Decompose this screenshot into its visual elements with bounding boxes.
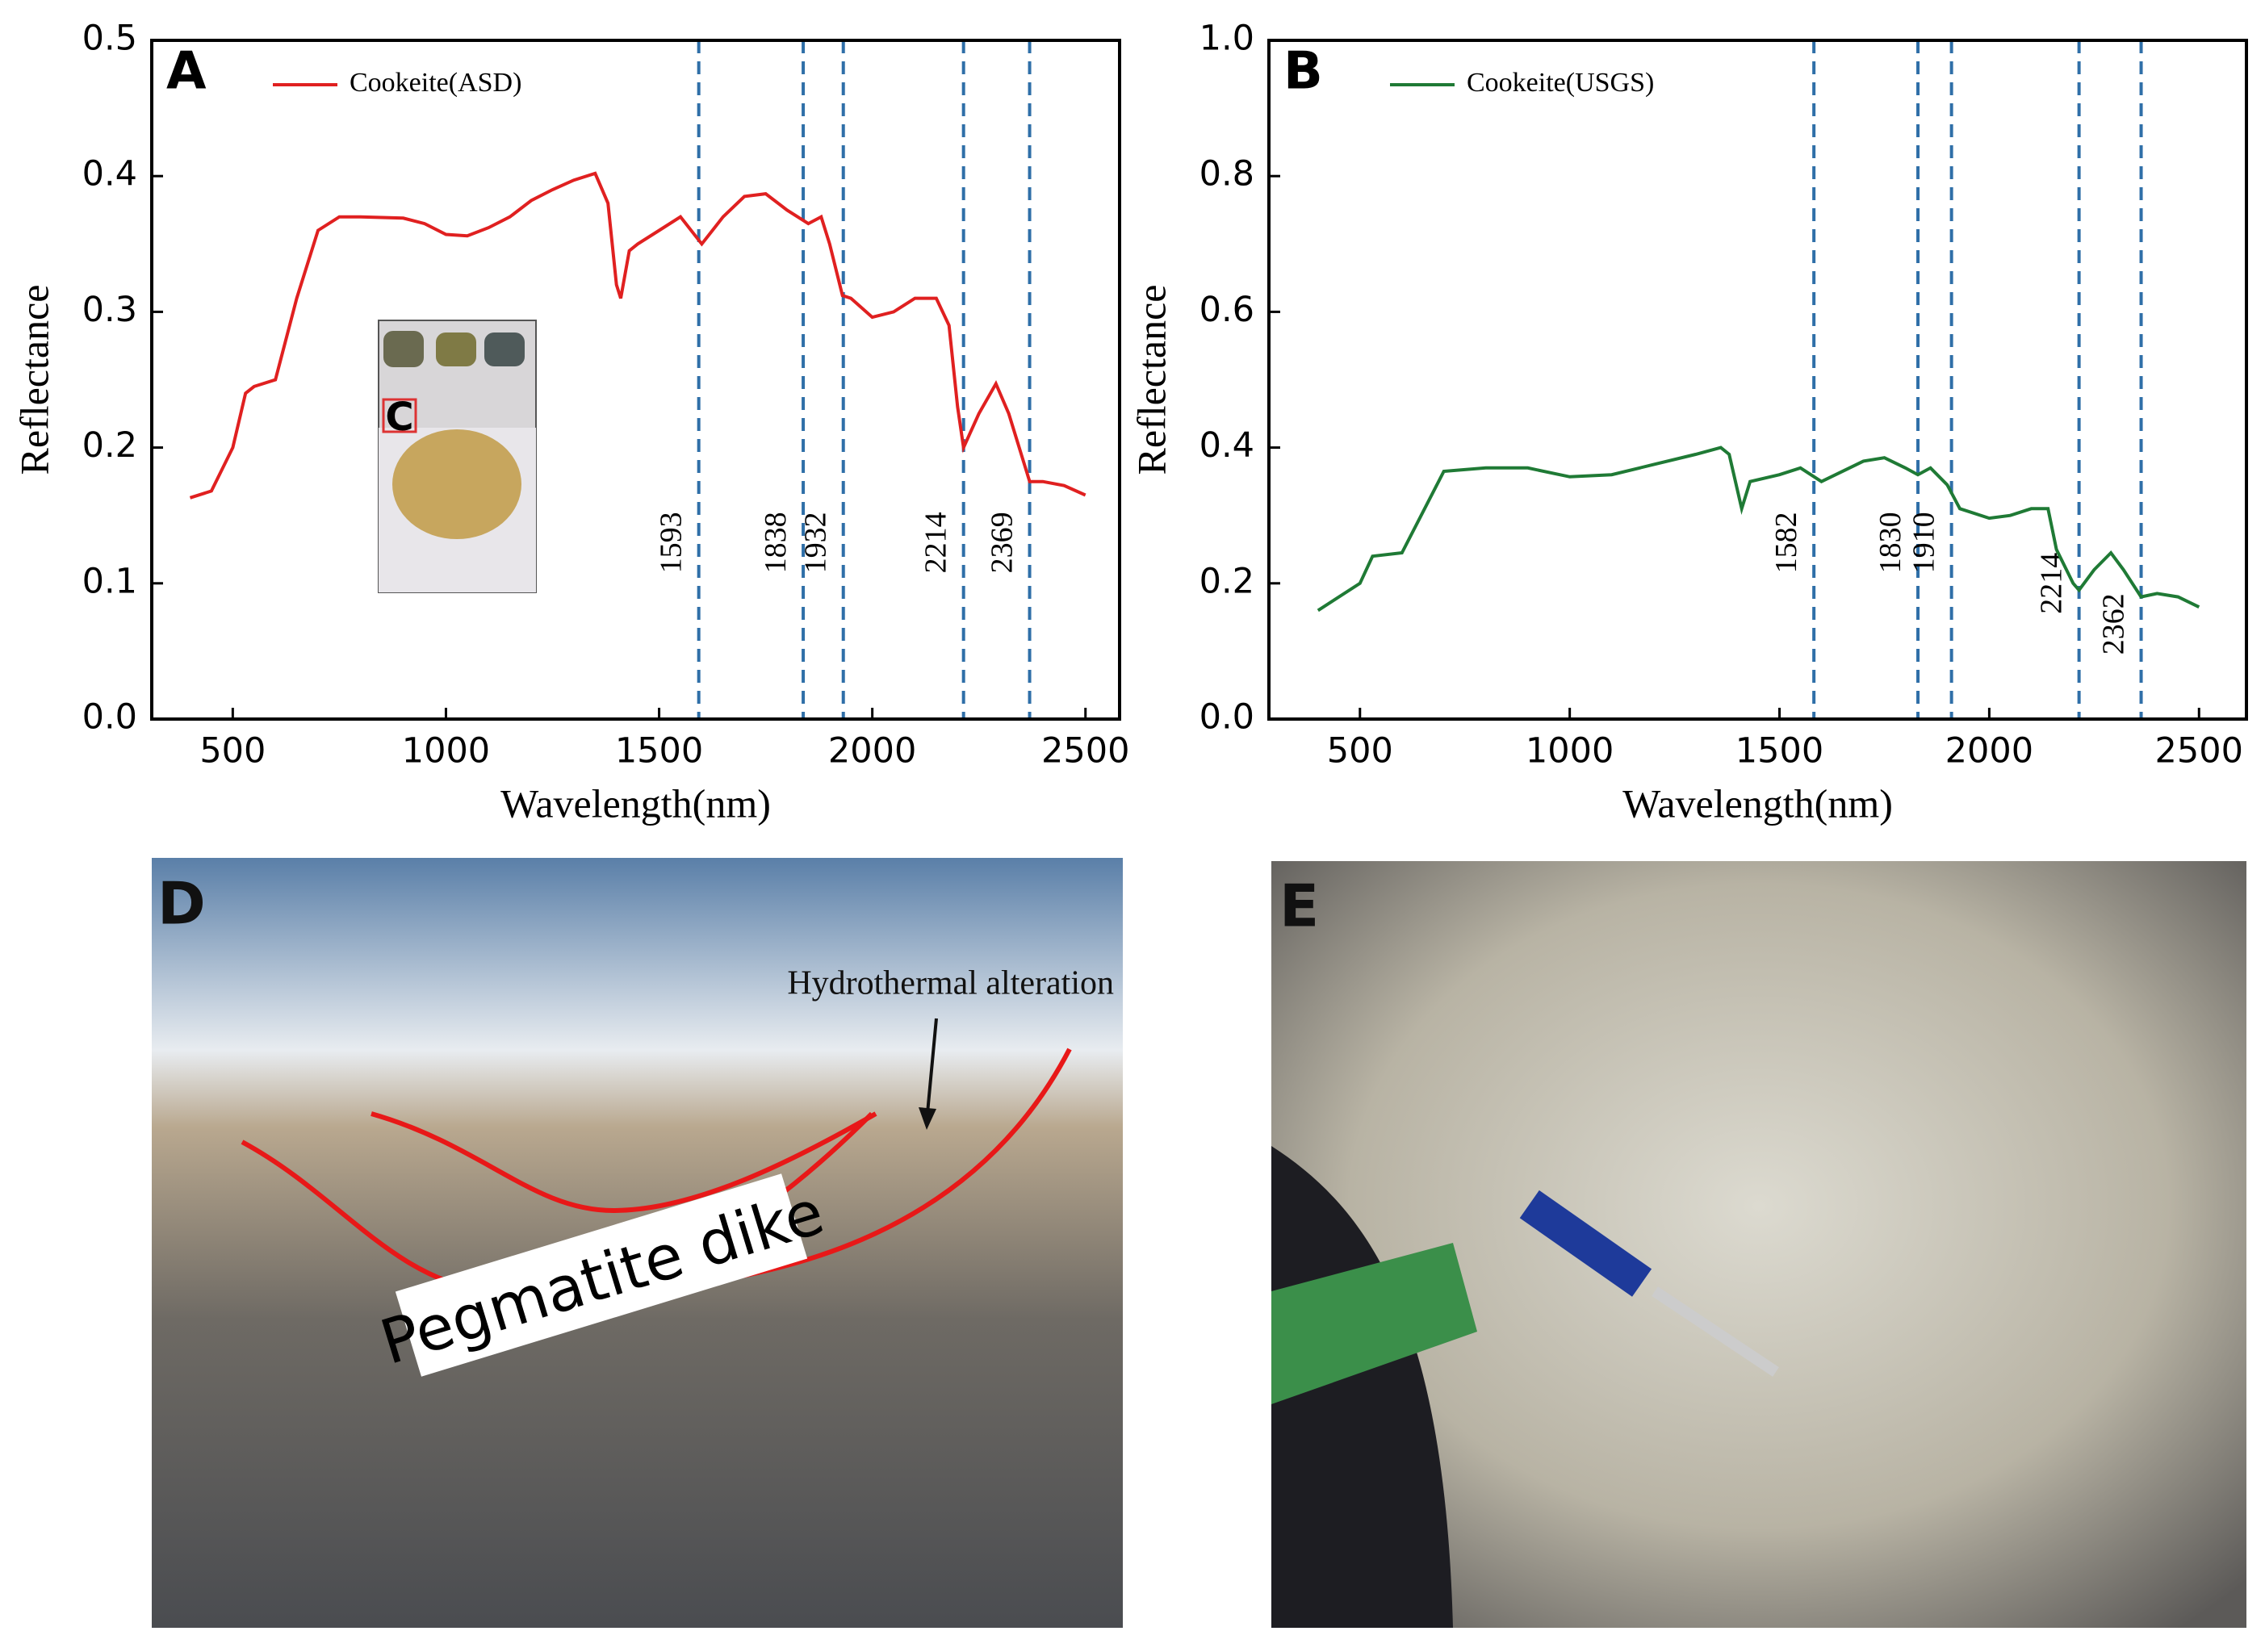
y-tick-label: 0.2 xyxy=(1199,561,1254,601)
reference-label: 1593 xyxy=(655,512,689,573)
y-tick-label: 0.4 xyxy=(82,154,137,194)
reference-label: 1830 xyxy=(1874,512,1907,573)
data-line xyxy=(189,171,1086,500)
x-tick-label: 2500 xyxy=(2155,731,2243,772)
reference-label: 2362 xyxy=(2097,593,2131,655)
y-tick-label: 0.3 xyxy=(82,290,137,330)
reference-label: 2214 xyxy=(919,512,953,573)
data-line xyxy=(1317,445,2200,613)
photo-e: E xyxy=(1271,861,2246,1628)
y-axis-label: Reflectance xyxy=(1128,285,1174,475)
panel-label: A xyxy=(166,42,207,102)
y-tick-label: 0.0 xyxy=(82,697,137,738)
y-tick-label: 0.4 xyxy=(1199,425,1254,466)
y-tick-label: 0.1 xyxy=(82,561,137,601)
chart: 1593 1838 1932 2214 2369 Cookeite(ASD) 500 1000… xyxy=(11,19,1129,826)
y-tick-label: 0.6 xyxy=(1199,290,1254,330)
panel-label: B xyxy=(1283,42,1323,102)
x-tick-label: 500 xyxy=(1327,731,1393,772)
y-tick-label: 0.2 xyxy=(82,425,137,466)
x-tick-label: 2000 xyxy=(1945,731,2033,772)
photo-c: C xyxy=(378,320,537,593)
x-tick-label: 2500 xyxy=(1041,731,1129,772)
reference-label: 1932 xyxy=(799,512,833,573)
plot-frame xyxy=(1267,39,2248,721)
reference-label: 1910 xyxy=(1907,512,1941,573)
y-tick-label: 0.5 xyxy=(82,19,137,59)
x-tick-label: 2000 xyxy=(828,731,916,772)
panel-label: C xyxy=(385,395,413,440)
reference-label: 1582 xyxy=(1769,512,1803,573)
x-tick-label: 1500 xyxy=(615,731,703,772)
x-tick-label: 1500 xyxy=(1735,731,1823,772)
x-axis-label: Wavelength(nm) xyxy=(500,780,771,826)
reference-label: 1838 xyxy=(759,512,793,573)
photo-annotation: Hydrothermal alteration xyxy=(787,965,1114,1002)
panel-label: E xyxy=(1279,872,1319,940)
x-tick-label: 500 xyxy=(199,731,266,772)
y-axis-label: Reflectance xyxy=(11,285,57,475)
y-tick-label: 0.8 xyxy=(1199,154,1254,194)
x-axis-label: Wavelength(nm) xyxy=(1622,780,1893,826)
y-tick-label: 1.0 xyxy=(1199,19,1254,59)
legend-label: Cookeite(USGS) xyxy=(1467,68,1654,98)
photo-d: Pegmatite dike Hydrothermal alteration D xyxy=(152,858,1123,1628)
panel-label: D xyxy=(157,870,206,938)
x-tick-label: 1000 xyxy=(402,731,490,772)
y-tick-label: 0.0 xyxy=(1199,697,1254,738)
legend-label: Cookeite(ASD) xyxy=(350,68,521,98)
plot-frame xyxy=(150,39,1121,721)
x-tick-label: 1000 xyxy=(1526,731,1614,772)
reference-label: 2369 xyxy=(986,512,1019,573)
